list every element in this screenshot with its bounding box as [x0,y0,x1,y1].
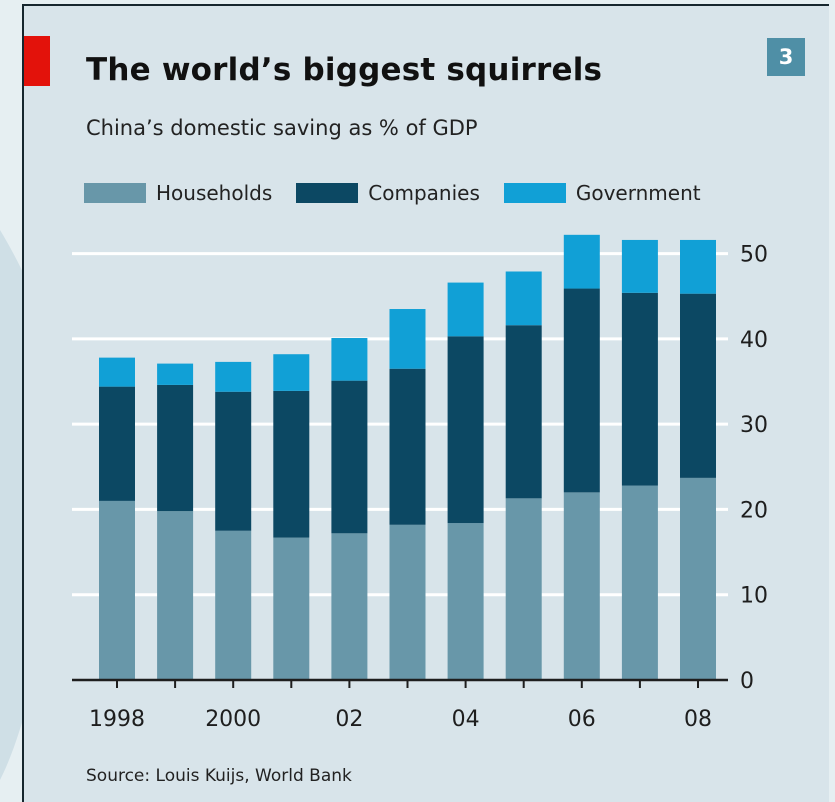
bar-government-2006 [563,234,600,289]
bar-government-2002 [331,338,368,381]
bar-households-2004 [447,523,484,680]
bar-government-2000 [215,361,252,392]
chart-number-badge: 3 [767,38,805,76]
bar-companies-2003 [389,368,426,525]
bar-companies-2000 [215,391,252,531]
y-tick-label-10: 10 [740,584,768,609]
bar-companies-2008 [680,293,716,478]
x-tick-label-2004: 04 [452,707,480,732]
chart-subtitle: China’s domestic saving as % of GDP [86,116,478,140]
bar-government-1999 [157,363,194,385]
y-tick-label-30: 30 [740,413,768,438]
accent-bar [24,36,50,86]
legend-item-households: Households [84,181,272,205]
bar-companies-2007 [621,292,658,486]
x-tick-label-2000: 2000 [205,707,261,732]
bar-government-2008 [680,239,716,294]
bar-households-2005 [505,498,542,680]
x-tick-label-2008: 08 [684,707,712,732]
bar-households-1998 [99,500,135,680]
bar-households-2002 [331,533,368,680]
bar-government-2004 [447,282,484,337]
bar-companies-2001 [273,390,310,538]
bar-companies-1999 [157,384,194,512]
legend: Households Companies Government [84,181,725,205]
bar-households-2000 [215,530,252,680]
legend-swatch-households [84,183,146,203]
bar-chart: 1998 2000 02 04 06 08 0 10 20 30 40 50 [72,234,768,732]
y-tick-label-0: 0 [740,669,754,694]
bar-government-2007 [621,239,658,293]
legend-label-households: Households [156,181,273,205]
x-tick-label-2002: 02 [335,707,363,732]
bar-households-2001 [273,537,310,680]
x-tick-label-2006: 06 [568,707,596,732]
bar-companies-2004 [447,336,484,524]
bar-households-2006 [563,492,600,680]
bar-government-2003 [389,309,426,369]
bar-government-1998 [99,357,135,387]
y-tick-label-20: 20 [740,498,768,523]
bar-households-2003 [389,524,426,680]
y-tick-label-50: 50 [740,243,768,268]
x-tick-label-1998: 1998 [89,707,145,732]
bar-companies-2005 [505,325,542,499]
bar-government-2001 [273,354,310,391]
legend-swatch-government [503,183,566,203]
legend-item-government: Government [503,181,701,205]
bar-companies-1998 [99,386,135,501]
source-note: Source: Louis Kuijs, World Bank [86,766,352,786]
bar-households-1999 [157,511,194,680]
bar-companies-2002 [331,380,368,534]
legend-label-government: Government [575,181,701,205]
legend-item-companies: Companies [296,181,480,205]
bar-households-2008 [680,477,716,680]
y-tick-label-40: 40 [740,328,768,353]
legend-swatch-companies [296,183,359,203]
bar-households-2007 [621,485,658,680]
bar-government-2005 [505,271,542,326]
legend-label-companies: Companies [368,181,480,205]
bar-companies-2006 [563,288,600,493]
chart-title: The world’s biggest squirrels [86,52,603,88]
